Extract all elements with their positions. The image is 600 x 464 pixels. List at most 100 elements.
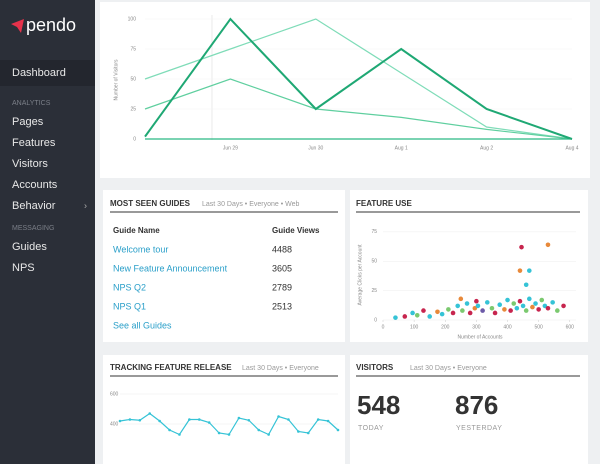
guide-name[interactable]: New Feature Announcement [113, 263, 228, 273]
panel-subtitle: Last 30 Days • Everyone [242, 365, 319, 372]
nav-dashboard[interactable]: Dashboard [12, 67, 66, 79]
y-tick-label: 400 [110, 421, 119, 427]
nav-item[interactable]: Guides [12, 241, 47, 253]
guide-views: 3605 [272, 263, 292, 273]
stat-label: YESTERDAY [456, 425, 502, 432]
point [536, 307, 541, 312]
point [555, 308, 560, 313]
logo[interactable]: pendo [26, 15, 76, 35]
point [505, 297, 510, 303]
stat-value: 548 [357, 390, 400, 420]
y-tick-label: 100 [128, 16, 137, 22]
panel-subtitle: Last 30 Days • Everyone [410, 365, 487, 372]
point [118, 419, 122, 423]
point [545, 242, 551, 248]
point [138, 418, 142, 422]
point [450, 310, 456, 316]
point [519, 244, 524, 250]
y-tick-label: 75 [130, 46, 136, 52]
guide-views: 4488 [272, 244, 292, 254]
stat-label: TODAY [358, 425, 384, 432]
guide-views: 2789 [272, 282, 292, 292]
chevron: › [84, 200, 87, 210]
column-header: Guide Views [272, 226, 320, 235]
point [427, 314, 432, 319]
x-axis-label: Number of Accounts [457, 334, 503, 340]
point [527, 268, 532, 273]
x-tick-label: 200 [441, 324, 450, 330]
point [237, 416, 241, 420]
nav-item[interactable]: Visitors [12, 158, 48, 170]
panel [100, 2, 590, 178]
point [168, 428, 171, 432]
y-axis-label: Number of Visitors [113, 59, 119, 101]
panel [103, 190, 345, 342]
point [480, 308, 485, 313]
point [517, 298, 523, 304]
point [297, 430, 300, 433]
y-tick-label: 0 [133, 136, 136, 142]
column-header: Guide Name [113, 226, 160, 235]
point [421, 308, 426, 313]
x-tick-label: Jun 29 [223, 145, 238, 151]
nav-item[interactable]: Behavior [12, 200, 56, 212]
point [217, 431, 221, 435]
point [402, 314, 408, 319]
y-tick-label: 50 [371, 259, 377, 265]
point [475, 303, 481, 309]
point [435, 309, 440, 315]
guide-name[interactable]: NPS Q1 [113, 301, 146, 311]
link[interactable]: See all Guides [113, 320, 172, 330]
point [455, 303, 461, 309]
nav-heading: MESSAGING [12, 225, 54, 232]
point [530, 304, 535, 310]
point [277, 415, 280, 418]
guide-name[interactable]: NPS Q2 [113, 282, 146, 292]
point [287, 418, 290, 421]
line [144, 18, 573, 140]
point [178, 433, 181, 436]
point [523, 308, 529, 313]
y-tick-label: 25 [371, 288, 377, 294]
panel-title: VISITORS [356, 363, 394, 372]
point [188, 418, 191, 421]
logo-icon [11, 19, 24, 33]
point [484, 300, 490, 305]
point [410, 310, 415, 316]
line [144, 78, 573, 140]
point [474, 298, 479, 304]
nav-item[interactable]: Features [12, 137, 56, 149]
point [336, 428, 340, 432]
stat-value: 876 [455, 390, 498, 420]
x-tick-label: Aug 4 [565, 145, 578, 151]
point [247, 418, 251, 422]
nav-item[interactable]: Pages [12, 116, 44, 128]
y-tick-label: 50 [130, 76, 136, 82]
x-tick-label: Jun 30 [308, 145, 323, 151]
point [446, 307, 451, 312]
guide-name[interactable]: Welcome tour [113, 244, 168, 254]
x-tick-label: 0 [382, 324, 385, 330]
point [517, 268, 523, 273]
nav-item[interactable]: NPS [12, 262, 35, 274]
x-tick-label: Aug 2 [480, 145, 493, 151]
panel-title: TRACKING FEATURE RELEASE [110, 363, 232, 372]
point [458, 296, 464, 302]
point [520, 303, 526, 309]
nav: ANALYTICS Pages Features Visitors Accounts Be… [12, 100, 58, 274]
y-tick-label: 0 [374, 317, 377, 323]
point [527, 296, 532, 302]
panel-title: MOST SEEN GUIDES [110, 199, 191, 208]
point [492, 310, 498, 316]
panel-subtitle: Last 30 Days • Everyone • Web [202, 201, 299, 208]
point [464, 301, 470, 306]
point [439, 311, 445, 317]
point [316, 418, 320, 421]
x-tick-label: 300 [472, 324, 481, 330]
guide-views: 2513 [272, 301, 292, 311]
nav-item[interactable]: Accounts [12, 179, 58, 191]
point [497, 302, 503, 308]
point [197, 418, 201, 421]
point [306, 431, 310, 435]
